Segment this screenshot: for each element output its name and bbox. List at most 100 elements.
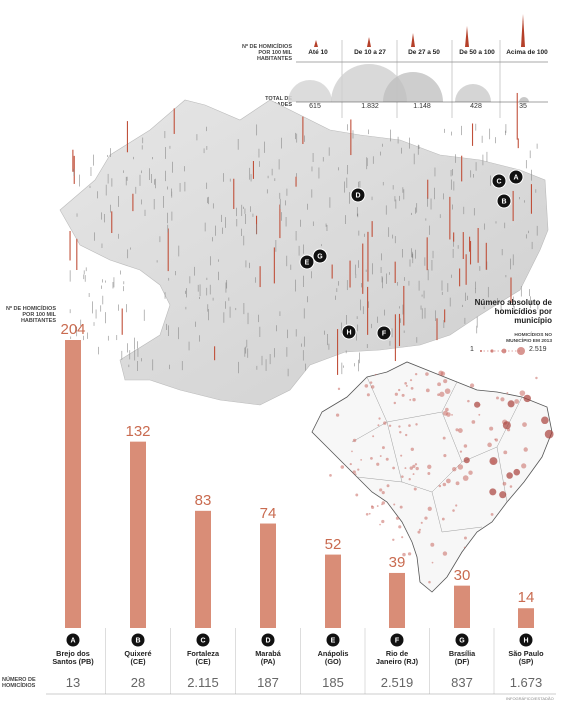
map-dot [491, 459, 495, 464]
map-dot [395, 516, 400, 520]
map-dot [388, 424, 392, 428]
letter-marker [261, 633, 275, 647]
legend-rate-header: Nº DE HOMICÍDIOS POR 100 MIL HABITANTES [242, 44, 292, 62]
map-dot [502, 481, 507, 486]
map-dot [398, 425, 401, 428]
map-dot [463, 536, 467, 540]
map-dot [407, 552, 412, 556]
map-dot [337, 387, 341, 391]
map-dot [352, 438, 357, 443]
map-dot [381, 446, 385, 450]
map-dot [414, 372, 418, 376]
map-dot [523, 447, 528, 452]
map-dot [437, 382, 442, 387]
bar-value-label: 39 [388, 553, 406, 571]
map-legend-max: 2.519 [529, 346, 547, 353]
category-label-line: (GO) [324, 657, 342, 667]
dot-map [311, 361, 554, 593]
spike-icon [411, 33, 415, 47]
map-dot [425, 388, 430, 393]
homicide-count: 837 [451, 675, 473, 690]
letter-marker [519, 633, 533, 647]
map-dot [379, 488, 383, 492]
bar-value-label: 14 [517, 589, 535, 607]
legend-cat-3: De 27 a 50 [408, 49, 440, 56]
map-legend-min: 1 [470, 346, 474, 353]
svg-text:H: H [346, 330, 351, 337]
legend-total-3: 1.148 [413, 103, 431, 110]
row-label: NÚMERO DE HOMICÍDIOS [2, 677, 36, 689]
map-letter-marker: C [491, 173, 507, 189]
map-dot [478, 413, 481, 416]
svg-text:F: F [382, 331, 387, 338]
map-dot [329, 474, 332, 477]
map-dot [467, 399, 470, 403]
map-dot [381, 491, 385, 495]
map-dot [383, 421, 387, 425]
map-dot [364, 384, 369, 388]
map-dot [441, 517, 445, 521]
map-dot [500, 397, 505, 402]
map-dot [494, 438, 498, 442]
map-dot [404, 382, 407, 385]
homicide-count: 1.673 [509, 675, 543, 690]
map-dot [412, 464, 416, 468]
legend-spikes [314, 14, 525, 47]
spike-icon [521, 14, 525, 47]
marker-letter: C [200, 638, 205, 645]
map-dot [374, 373, 377, 376]
marker-letter: H [523, 638, 528, 645]
map-dot [462, 475, 469, 481]
map-dot [386, 484, 390, 488]
map-dot [496, 396, 499, 400]
letter-marker [196, 633, 210, 647]
map-dot [535, 376, 538, 380]
map-dot [469, 383, 475, 388]
map-dot [438, 484, 442, 488]
map-dot [471, 420, 476, 424]
map-dot [401, 536, 404, 539]
legend-total-2: 1.832 [361, 103, 379, 110]
map-dot [420, 521, 423, 524]
map-dot [412, 473, 415, 476]
map-dot [360, 458, 363, 461]
map-letter-marker: B [496, 193, 512, 209]
homicide-count: 28 [130, 675, 146, 690]
map-dot [412, 398, 416, 402]
marker-letter: E [331, 638, 336, 645]
svg-text:C: C [496, 179, 501, 186]
legend-graphic [288, 14, 548, 118]
map-dot [372, 435, 375, 438]
map-dot [404, 467, 407, 470]
category-label: Brejo dos Santos (PB) [41, 649, 105, 667]
map-dot [405, 384, 408, 387]
map-dot [381, 519, 385, 524]
svg-text:A: A [513, 175, 518, 182]
map-dot [489, 488, 497, 496]
map-dot [424, 516, 428, 520]
spike-icon [314, 40, 318, 47]
map-dot [349, 462, 352, 466]
map-dot [408, 424, 411, 427]
map-dot [413, 487, 417, 491]
dot-map-dots [329, 370, 554, 584]
legend-semicircles [288, 64, 529, 102]
letter-marker [131, 633, 145, 647]
map-dot [357, 468, 360, 471]
category-label-line: (PA) [260, 657, 276, 667]
homicide-count: 2.519 [380, 675, 414, 690]
map-dot [385, 457, 389, 461]
map-dot [352, 470, 356, 474]
map-dot [399, 505, 403, 509]
map-dot [418, 528, 421, 531]
map-dot [408, 478, 411, 481]
map-dot [381, 501, 386, 505]
map-dot [507, 400, 515, 408]
category-label-line: Janeiro (RJ) [375, 657, 419, 667]
svg-text:B: B [501, 199, 506, 206]
homicide-count: 13 [65, 675, 81, 690]
map-dot [506, 472, 513, 479]
map-dot [463, 546, 466, 549]
map-letter-marker: F [376, 325, 392, 341]
y-axis-label: Nº DE HOMICÍDIOS POR 100 MIL HABITANTES [6, 306, 56, 324]
